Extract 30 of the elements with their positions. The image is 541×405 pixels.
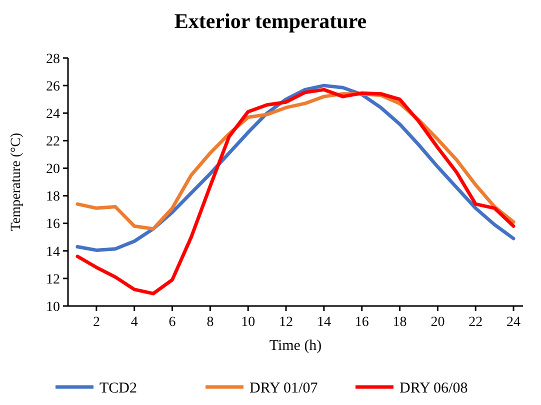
x-tick-label: 16 (354, 315, 369, 330)
x-tick-label: 18 (392, 315, 407, 330)
x-tick-label: 2 (92, 315, 100, 330)
y-tick-label: 20 (46, 162, 60, 178)
y-tick-label: 14 (46, 244, 60, 260)
y-tick-label: 10 (46, 300, 60, 315)
x-tick-label: 22 (468, 315, 483, 330)
x-tick-label: 6 (168, 315, 176, 330)
x-axis-title: Time (h) (269, 338, 322, 354)
legend-label: DRY 01/07 (250, 380, 318, 396)
x-tick-label: 14 (316, 315, 331, 330)
y-axis-title: Temperature (°C) (9, 132, 24, 232)
x-tick-label: 12 (279, 315, 294, 330)
y-tick-label: 12 (46, 272, 60, 288)
y-tick-label: 16 (46, 217, 60, 232)
x-tick-label: 24 (506, 315, 521, 330)
x-tick-label: 20 (430, 315, 445, 330)
y-tick-label: 28 (46, 52, 60, 67)
legend-label: DRY 06/08 (400, 380, 468, 396)
x-tick-label: 10 (241, 315, 256, 330)
line-series (76, 88, 516, 296)
legend-label: TCD2 (100, 380, 137, 396)
x-tick-label: 8 (206, 315, 214, 330)
y-tick-label: 18 (46, 190, 60, 205)
line-series (76, 84, 516, 252)
y-tick-label: 22 (46, 134, 60, 150)
y-tick-label: 26 (46, 79, 60, 94)
x-tick-label: 4 (130, 315, 138, 330)
chart-title: Exterior temperature (174, 9, 367, 33)
y-tick-label: 24 (46, 107, 60, 122)
